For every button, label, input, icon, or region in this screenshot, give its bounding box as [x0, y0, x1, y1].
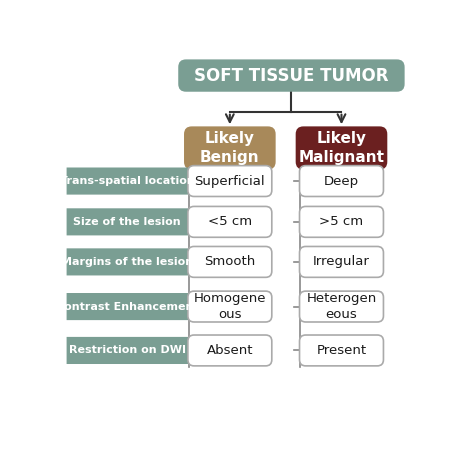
FancyBboxPatch shape [300, 247, 383, 277]
Text: Size of the lesion: Size of the lesion [73, 217, 181, 227]
Text: Deep: Deep [324, 175, 359, 188]
Text: Irregular: Irregular [313, 256, 370, 268]
Text: <5 cm: <5 cm [208, 216, 252, 228]
Polygon shape [66, 248, 199, 275]
Text: SOFT TISSUE TUMOR: SOFT TISSUE TUMOR [194, 67, 389, 85]
FancyBboxPatch shape [300, 291, 383, 322]
FancyBboxPatch shape [296, 126, 387, 170]
Text: Contrast Enhancement: Contrast Enhancement [56, 302, 199, 311]
Text: Heterogen
eous: Heterogen eous [306, 292, 377, 321]
FancyBboxPatch shape [300, 207, 383, 237]
Text: Superficial: Superficial [194, 175, 265, 188]
Text: Restriction on DWI: Restriction on DWI [69, 346, 186, 356]
Text: Trans-spatial location: Trans-spatial location [60, 176, 195, 186]
FancyBboxPatch shape [178, 59, 405, 92]
FancyBboxPatch shape [184, 126, 276, 170]
Polygon shape [66, 167, 199, 194]
Text: Absent: Absent [207, 344, 253, 357]
FancyBboxPatch shape [188, 166, 272, 197]
FancyBboxPatch shape [300, 335, 383, 366]
Text: Smooth: Smooth [204, 256, 255, 268]
Text: >5 cm: >5 cm [319, 216, 364, 228]
Polygon shape [66, 208, 199, 235]
FancyBboxPatch shape [188, 335, 272, 366]
Text: Likely
Benign: Likely Benign [200, 131, 260, 165]
FancyBboxPatch shape [300, 166, 383, 197]
Text: Present: Present [317, 344, 366, 357]
Text: Margins of the lesion: Margins of the lesion [61, 257, 193, 267]
Polygon shape [66, 337, 199, 364]
FancyBboxPatch shape [188, 291, 272, 322]
Text: Likely
Malignant: Likely Malignant [299, 131, 384, 165]
FancyBboxPatch shape [188, 207, 272, 237]
Polygon shape [66, 293, 199, 320]
FancyBboxPatch shape [188, 247, 272, 277]
Text: Homogene
ous: Homogene ous [193, 292, 266, 321]
